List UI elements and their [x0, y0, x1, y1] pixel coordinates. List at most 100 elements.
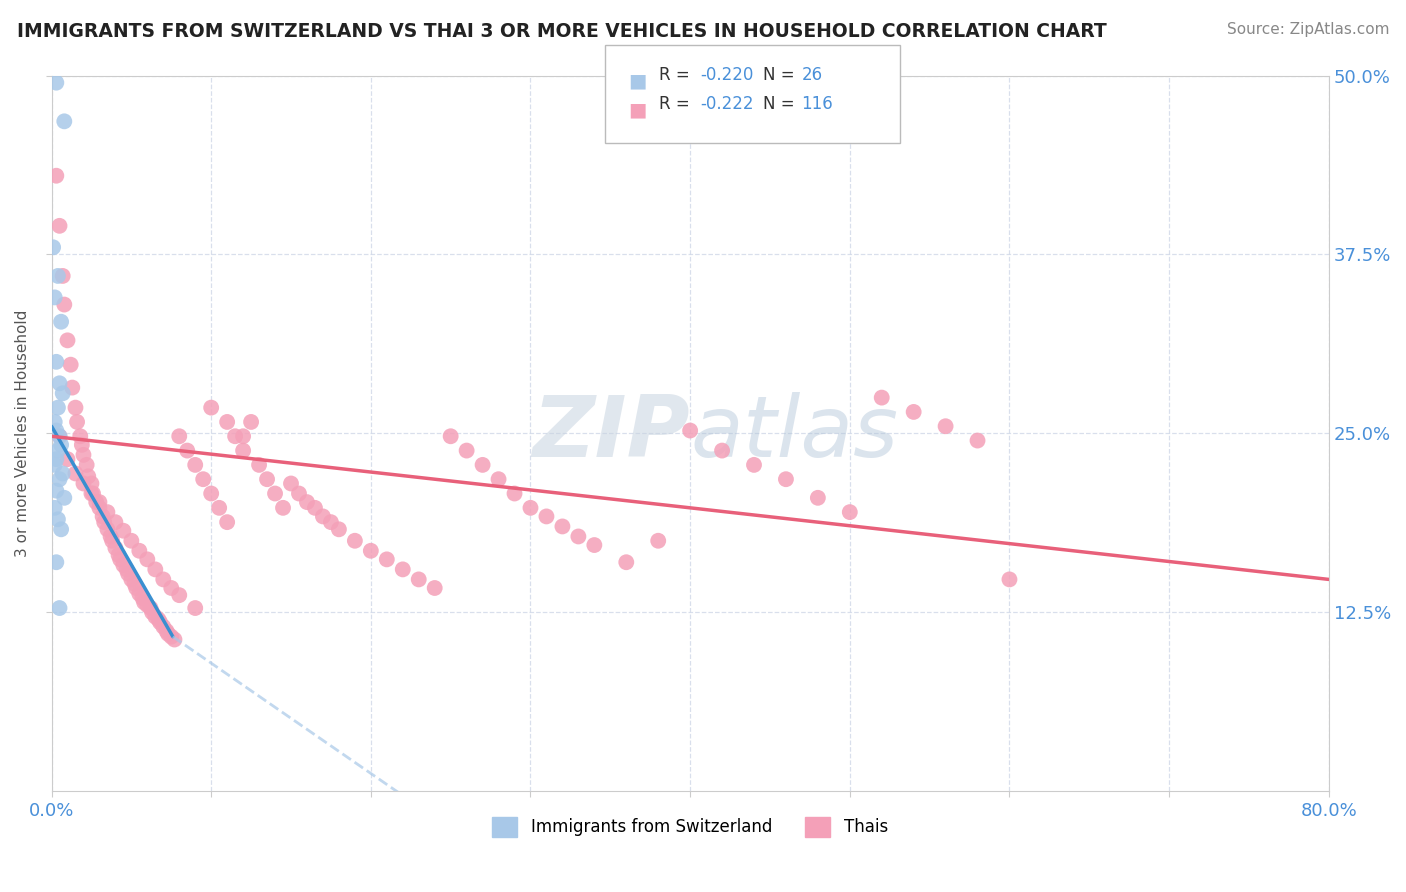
Point — [141, 605, 163, 619]
Point — [44, 415, 66, 429]
Point — [176, 443, 198, 458]
Point — [143, 609, 166, 624]
Point — [65, 401, 87, 415]
Point — [136, 552, 159, 566]
Point — [70, 438, 93, 452]
Point — [44, 290, 66, 304]
Point — [108, 552, 131, 566]
Point — [107, 548, 129, 562]
Point — [288, 486, 311, 500]
Point — [264, 486, 287, 500]
Point — [48, 429, 70, 443]
Point — [93, 515, 115, 529]
Text: -0.222: -0.222 — [700, 95, 754, 113]
Point — [120, 573, 142, 587]
Point — [160, 581, 183, 595]
Point — [46, 268, 69, 283]
Point — [69, 429, 91, 443]
Point — [488, 472, 510, 486]
Point — [48, 601, 70, 615]
Point — [519, 500, 541, 515]
Point — [104, 515, 127, 529]
Point — [96, 505, 118, 519]
Point — [136, 598, 159, 612]
Point — [124, 576, 146, 591]
Text: Source: ZipAtlas.com: Source: ZipAtlas.com — [1226, 22, 1389, 37]
Point — [167, 588, 190, 602]
Point — [104, 541, 127, 555]
Point — [148, 612, 170, 626]
Text: N =: N = — [763, 95, 800, 113]
Point — [72, 448, 94, 462]
Point — [49, 315, 72, 329]
Point — [112, 558, 135, 573]
Point — [96, 522, 118, 536]
Point — [312, 509, 335, 524]
Point — [295, 495, 318, 509]
Point — [45, 483, 67, 498]
Point — [155, 624, 177, 638]
Point — [80, 476, 103, 491]
Point — [134, 595, 156, 609]
Point — [966, 434, 988, 448]
Text: ZIP: ZIP — [533, 392, 690, 475]
Point — [536, 509, 558, 524]
Point — [101, 533, 124, 548]
Point — [870, 391, 893, 405]
Point — [143, 562, 166, 576]
Point — [149, 615, 172, 630]
Point — [711, 443, 734, 458]
Point — [679, 424, 702, 438]
Point — [82, 486, 104, 500]
Point — [614, 555, 637, 569]
Point — [157, 627, 180, 641]
Point — [89, 500, 111, 515]
Point — [360, 543, 382, 558]
Point — [52, 467, 75, 481]
Point — [232, 443, 254, 458]
Point — [112, 524, 135, 538]
Text: R =: R = — [659, 66, 696, 84]
Point — [256, 472, 278, 486]
Point — [456, 443, 478, 458]
Text: -0.220: -0.220 — [700, 66, 754, 84]
Point — [139, 601, 162, 615]
Point — [184, 601, 207, 615]
Point — [200, 401, 222, 415]
Point — [45, 76, 67, 90]
Point — [408, 573, 430, 587]
Point — [551, 519, 574, 533]
Point — [115, 562, 138, 576]
Point — [152, 573, 174, 587]
Point — [117, 566, 139, 581]
Point — [184, 458, 207, 472]
Text: R =: R = — [659, 95, 696, 113]
Point — [128, 543, 150, 558]
Point — [59, 358, 82, 372]
Point — [52, 268, 75, 283]
Point — [167, 429, 190, 443]
Point — [48, 472, 70, 486]
Point — [423, 581, 446, 595]
Point — [247, 458, 270, 472]
Point — [53, 297, 76, 311]
Point — [72, 476, 94, 491]
Point — [53, 491, 76, 505]
Point — [240, 415, 263, 429]
Point — [304, 500, 326, 515]
Point — [66, 415, 89, 429]
Text: 116: 116 — [801, 95, 834, 113]
Point — [44, 458, 66, 472]
Point — [52, 386, 75, 401]
Point — [567, 529, 589, 543]
Y-axis label: 3 or more Vehicles in Household: 3 or more Vehicles in Household — [15, 310, 30, 558]
Point — [935, 419, 957, 434]
Point — [48, 376, 70, 391]
Point — [48, 429, 70, 443]
Text: N =: N = — [763, 66, 800, 84]
Point — [46, 443, 69, 458]
Point — [343, 533, 366, 548]
Text: IMMIGRANTS FROM SWITZERLAND VS THAI 3 OR MORE VEHICLES IN HOUSEHOLD CORRELATION : IMMIGRANTS FROM SWITZERLAND VS THAI 3 OR… — [17, 22, 1107, 41]
Point — [193, 472, 215, 486]
Point — [91, 509, 114, 524]
